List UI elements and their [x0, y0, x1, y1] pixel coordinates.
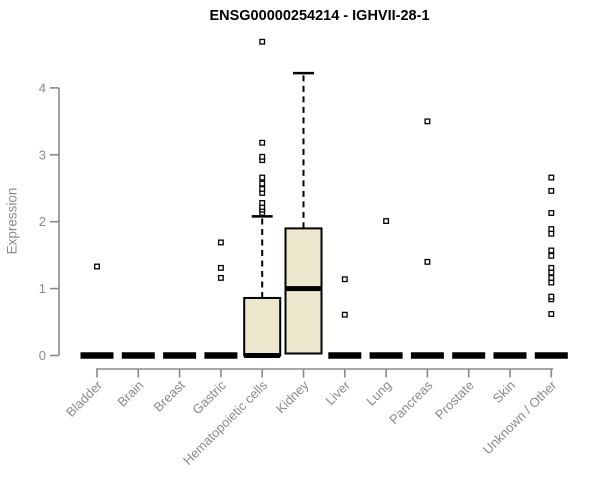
outlier-point	[548, 252, 555, 259]
collapsed-box	[163, 352, 197, 359]
chart-title: ENSG00000254214 - IGHVII-28-1	[209, 8, 430, 24]
boxplot-breast	[163, 352, 197, 359]
y-tick-label: 3	[39, 147, 46, 162]
outlier-point	[259, 139, 266, 146]
x-tick-label-pancreas: Pancreas	[386, 377, 436, 427]
median-line	[285, 286, 322, 292]
x-tick-label-gastric: Gastric	[189, 377, 229, 417]
collapsed-box	[493, 352, 527, 359]
outlier-point	[548, 264, 555, 271]
x-tick-label-unknown-other: Unknown / Other	[480, 377, 560, 457]
boxplot-gastric	[204, 239, 238, 359]
collapsed-box	[80, 352, 114, 359]
outlier-point	[548, 226, 555, 233]
boxplot-prostate	[452, 352, 486, 359]
outlier-point	[424, 258, 431, 265]
boxplot-lung	[369, 218, 403, 359]
collapsed-box	[121, 352, 155, 359]
outlier-point	[548, 269, 555, 276]
y-tick-label: 1	[39, 281, 46, 296]
y-tick-label: 4	[39, 80, 46, 95]
boxplot-pancreas	[410, 118, 444, 359]
outlier-point	[548, 311, 555, 317]
outlier-point	[259, 38, 266, 45]
boxplot-hematopoietic-cells	[243, 38, 282, 358]
outlier-point	[548, 230, 555, 237]
x-tick-label-kidney: Kidney	[273, 377, 312, 416]
x-tick-label-breast: Breast	[151, 377, 188, 414]
outlier-point	[259, 185, 266, 192]
boxplot-skin	[493, 352, 527, 359]
outlier-point	[424, 118, 431, 125]
x-tick-label-lung: Lung	[363, 378, 394, 409]
outlier-point	[341, 276, 348, 283]
outlier-point	[383, 218, 390, 224]
median-line	[244, 353, 281, 358]
outlier-point	[341, 311, 348, 318]
boxplot-bladder	[80, 263, 114, 359]
outlier-point	[217, 274, 224, 281]
outlier-point	[548, 210, 555, 216]
outlier-point	[217, 264, 224, 271]
boxplot-unknown-other	[534, 174, 568, 359]
x-tick-label-liver: Liver	[322, 377, 353, 408]
collapsed-box	[204, 352, 238, 359]
box	[243, 296, 282, 357]
collapsed-box	[534, 352, 568, 359]
outlier-point	[259, 180, 266, 187]
x-tick-label-prostate: Prostate	[432, 378, 477, 423]
outlier-point	[548, 174, 555, 181]
outlier-point	[94, 263, 100, 270]
outlier-point	[259, 200, 266, 206]
outlier-point	[548, 247, 555, 254]
outlier-point	[217, 239, 224, 246]
x-tick-label-brain: Brain	[114, 378, 146, 410]
outlier-point	[548, 293, 555, 300]
y-axis: 0 1 2 3 4	[39, 80, 60, 363]
outlier-point	[548, 274, 555, 281]
y-tick-label: 0	[39, 348, 46, 363]
collapsed-box	[328, 352, 362, 359]
outlier-point	[259, 174, 266, 181]
outlier-point	[259, 153, 266, 160]
boxplot-liver	[328, 276, 362, 359]
boxplot-kidney	[284, 71, 323, 355]
collapsed-box	[369, 352, 403, 359]
x-tick-label-bladder: Bladder	[63, 377, 106, 420]
y-tick-label: 2	[39, 214, 46, 229]
outlier-point	[548, 279, 555, 286]
boxplot-brain	[121, 352, 155, 359]
x-tick-label-skin: Skin	[490, 378, 518, 406]
outlier-point	[548, 187, 555, 194]
collapsed-box	[452, 352, 486, 359]
collapsed-box	[410, 352, 444, 359]
